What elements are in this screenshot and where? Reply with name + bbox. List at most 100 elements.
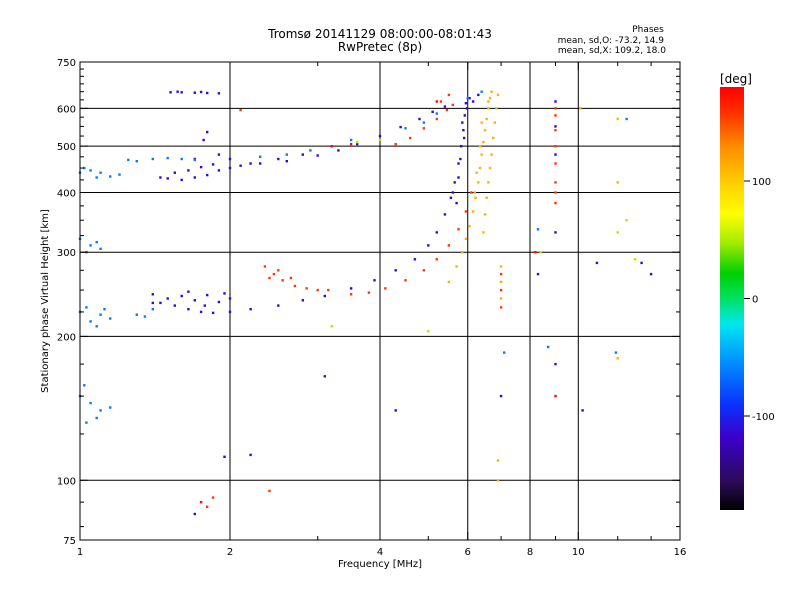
x-tick-label: 6: [465, 547, 471, 558]
data-point: [394, 409, 397, 412]
data-point: [293, 284, 297, 288]
data-point: [180, 294, 183, 298]
data-point: [211, 163, 215, 166]
data-point: [579, 107, 582, 110]
phase-info-o: mean, sd,O: -73.2, 14.9: [558, 36, 665, 46]
data-point: [337, 149, 340, 152]
chart-title: Tromsø 20141129 08:00:00-08:01:43: [267, 27, 492, 41]
data-point: [127, 158, 130, 162]
data-point: [180, 178, 183, 182]
data-point: [202, 138, 205, 142]
data-point: [503, 351, 506, 354]
data-point: [453, 181, 456, 184]
data-point: [471, 210, 475, 213]
data-point: [427, 244, 430, 247]
data-point: [193, 91, 196, 94]
data-point: [640, 261, 643, 265]
data-point: [480, 153, 483, 156]
data-point: [492, 136, 495, 140]
data-point: [499, 306, 503, 309]
data-point: [447, 244, 451, 247]
data-point: [461, 251, 464, 254]
data-point: [99, 313, 102, 316]
data-point: [616, 117, 619, 121]
data-point: [249, 162, 252, 165]
data-point: [211, 311, 215, 315]
colorbar-ticks: 100 0 -100: [744, 177, 775, 423]
data-point: [277, 269, 280, 272]
data-point: [180, 157, 183, 161]
data-point: [193, 512, 196, 516]
data-point: [554, 100, 557, 103]
data-point: [483, 213, 487, 216]
data-point: [199, 310, 203, 314]
data-point: [482, 231, 485, 234]
data-point: [435, 258, 438, 261]
data-point: [109, 175, 112, 178]
data-point: [478, 145, 482, 148]
data-point: [99, 247, 102, 250]
data-point: [316, 154, 319, 157]
data-point: [109, 317, 112, 320]
phase-info-title: Phases: [632, 25, 664, 35]
data-point: [103, 308, 106, 311]
data-point: [496, 459, 500, 462]
data-point: [427, 330, 430, 333]
data-point: [143, 315, 147, 318]
data-point: [356, 142, 359, 146]
data-point: [206, 130, 209, 134]
data-point: [445, 108, 449, 112]
data-point: [217, 169, 221, 172]
data-point: [496, 479, 500, 482]
data-point: [349, 293, 353, 296]
data-point: [487, 181, 490, 184]
data-point: [330, 145, 333, 148]
data-point: [554, 145, 557, 148]
data-point: [595, 261, 599, 265]
data-point: [211, 496, 215, 499]
y-tick-label: 100: [57, 476, 76, 487]
data-point: [435, 117, 438, 121]
data-point: [176, 90, 179, 93]
data-point: [554, 107, 557, 110]
data-point: [449, 196, 453, 199]
data-point: [485, 117, 488, 121]
data-point: [199, 501, 203, 504]
data-point: [173, 171, 176, 174]
data-point: [109, 406, 112, 409]
data-point: [217, 153, 221, 156]
data-point: [457, 162, 460, 165]
data-point: [85, 421, 88, 424]
data-point: [496, 93, 500, 97]
data-point: [193, 176, 196, 179]
data-point: [439, 100, 443, 103]
data-point: [199, 165, 203, 169]
data-point: [633, 258, 637, 261]
data-point: [422, 269, 426, 272]
colorbar-tick-label: 100: [752, 177, 771, 188]
data-point: [151, 308, 154, 311]
data-point: [89, 401, 92, 405]
data-point: [499, 288, 503, 292]
data-point: [135, 160, 138, 163]
y-tick-label: 300: [57, 248, 76, 259]
data-points: [78, 90, 653, 516]
data-point: [477, 93, 480, 97]
data-point: [625, 117, 628, 121]
data-point: [477, 181, 480, 184]
data-point: [447, 93, 451, 97]
data-point: [493, 121, 496, 124]
y-tick-label: 600: [57, 104, 76, 115]
data-point: [277, 157, 280, 161]
grid-lines: [80, 62, 680, 540]
data-point: [488, 166, 492, 170]
data-point: [309, 149, 312, 152]
data-point: [554, 201, 557, 205]
data-point: [151, 157, 154, 161]
data-point: [468, 225, 471, 228]
data-point: [536, 272, 540, 276]
data-point: [268, 489, 271, 493]
y-tick-label: 500: [57, 142, 76, 153]
data-point: [431, 110, 434, 113]
data-point: [206, 91, 209, 95]
